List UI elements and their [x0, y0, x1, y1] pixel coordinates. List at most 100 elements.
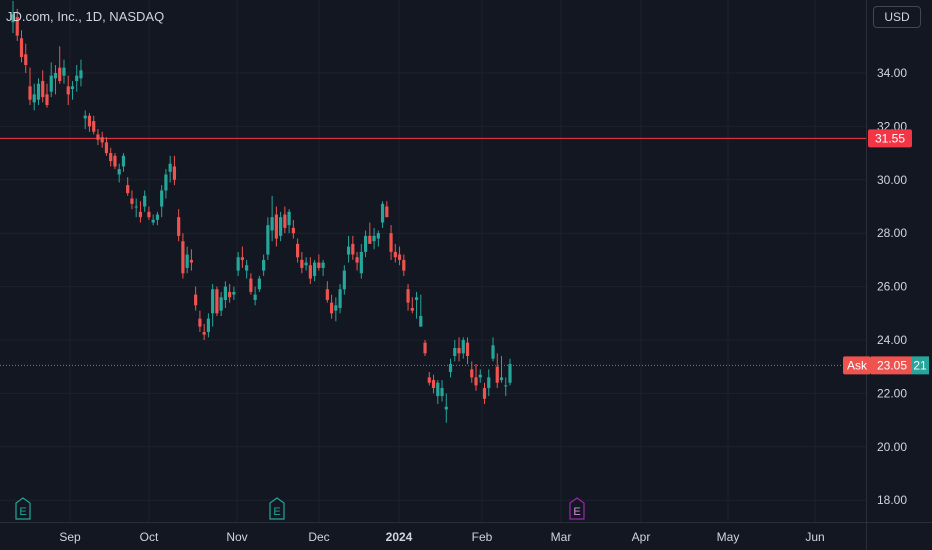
candle [312, 259, 317, 282]
candle [419, 294, 423, 327]
candle [121, 153, 126, 172]
candle-body [266, 225, 270, 255]
candle-body [11, 14, 15, 23]
candle [75, 64, 79, 92]
candle-body [45, 94, 49, 106]
candle-body [436, 382, 440, 397]
price-tick-label: 22.00 [877, 386, 907, 400]
candle-body [249, 278, 253, 292]
candle [423, 340, 427, 357]
candle-body [410, 307, 414, 311]
candle [308, 257, 312, 284]
candle-body [342, 270, 346, 290]
candle-body [96, 134, 100, 140]
candle [15, 8, 19, 41]
candle [304, 257, 308, 271]
candle-body [130, 198, 134, 204]
candle [487, 369, 491, 397]
candle-body [70, 86, 75, 90]
candle-body [346, 246, 351, 255]
candle [11, 0, 15, 33]
time-tick-label: 2024 [386, 530, 413, 544]
candle [389, 225, 393, 260]
candle [202, 323, 206, 340]
price-axis[interactable]: 34.0032.0030.0028.0026.0024.0022.0020.00… [877, 66, 907, 507]
candle [457, 337, 461, 362]
candle [164, 169, 168, 199]
candle [168, 155, 172, 183]
candle-body [431, 380, 436, 389]
candle [453, 340, 457, 362]
candle [499, 356, 504, 383]
candle [491, 337, 495, 362]
candle [436, 380, 440, 405]
earnings-marker[interactable]: E [269, 497, 285, 520]
candle-body [104, 142, 109, 154]
candle [45, 83, 49, 108]
candle [283, 206, 287, 234]
candle-body [453, 348, 457, 357]
bid-tag-value: 21 [913, 358, 927, 372]
earnings-marker[interactable]: E [569, 497, 585, 520]
candle-body [28, 86, 32, 100]
candle [351, 235, 355, 260]
candle-body [457, 348, 461, 354]
candle-body [482, 388, 487, 399]
candle [36, 78, 41, 106]
candle [427, 372, 431, 386]
price-tick-label: 24.00 [877, 333, 907, 347]
candle [134, 198, 138, 218]
candle-body [36, 83, 41, 100]
candles [11, 0, 512, 423]
currency-button[interactable]: USD [873, 6, 921, 28]
candle-body [138, 211, 143, 218]
candle [257, 275, 261, 292]
candle-body [83, 115, 87, 119]
candle-body [291, 227, 295, 234]
time-tick-label: Dec [308, 530, 329, 544]
earnings-label: E [273, 506, 280, 518]
candle [342, 265, 346, 295]
candle [117, 163, 121, 183]
candle-body [236, 257, 240, 271]
price-tick-label: 18.00 [877, 493, 907, 507]
candle-body [372, 235, 376, 242]
candle [482, 382, 487, 405]
candle [368, 222, 372, 244]
earnings-marker[interactable]: E [15, 497, 31, 520]
candle-body [355, 257, 359, 263]
candle [380, 201, 385, 228]
candle-body [440, 388, 444, 397]
candle [223, 281, 227, 308]
candle-body [376, 233, 380, 239]
candle [41, 70, 45, 103]
time-tick-label: Apr [632, 530, 651, 544]
candle-body [508, 364, 512, 383]
candle-body [397, 254, 402, 260]
candle-body [495, 366, 499, 383]
candle-body [121, 155, 126, 167]
candle [338, 283, 342, 314]
candle [138, 201, 143, 223]
candle [79, 59, 83, 87]
candle-body [177, 217, 181, 236]
candle-body [317, 262, 321, 268]
candle [474, 364, 478, 391]
candle-body [117, 169, 121, 175]
candle [96, 129, 100, 146]
candle-body [143, 195, 147, 207]
time-tick-label: Nov [226, 530, 247, 544]
candle [414, 291, 419, 319]
candle-body [32, 94, 36, 103]
candle [211, 283, 215, 327]
ask-value: 23.05 [877, 358, 907, 372]
time-axis[interactable]: Sep Oct Nov Dec 2024 Feb Mar Apr May Jun [59, 530, 824, 544]
candle [355, 251, 359, 271]
candle [431, 374, 436, 394]
candle-body [389, 233, 393, 252]
time-tick-label: Mar [551, 530, 572, 544]
earnings-badge [269, 497, 285, 520]
time-tick-label: May [717, 530, 740, 544]
